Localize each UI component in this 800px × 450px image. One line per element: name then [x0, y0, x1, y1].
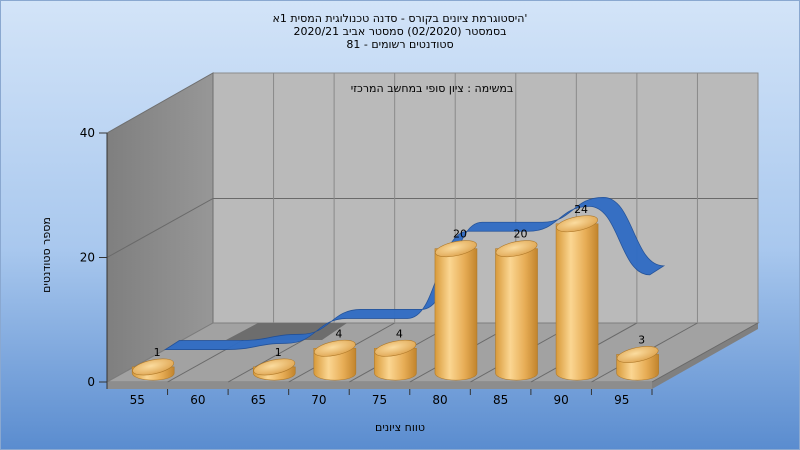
bar-value-label: 4 — [335, 327, 342, 340]
axes: 0 20 40 55 60 65 70 75 80 85 90 95 — [80, 126, 653, 407]
plot-annotation: במשימה : ציון סופי במחשב המרכזי — [351, 82, 514, 95]
plot-floor — [105, 322, 760, 383]
bar-value-label: 24 — [574, 203, 588, 216]
x-tick-label: 55 — [130, 393, 145, 407]
bar-cap — [313, 339, 356, 357]
y-axis-title: מספר סטודנטים — [40, 217, 53, 293]
chart-title-line-1: היסטוגרמת ציונים בקורס - סדנה טכנולוגית … — [273, 12, 528, 25]
bar-cap — [556, 215, 598, 233]
bar-value-label: 20 — [453, 228, 467, 241]
bar-series — [131, 215, 659, 381]
chart-title-line-2: בסמסטר (02/2020) סמסטר אביב 2020/21 — [293, 25, 506, 38]
bar-cap — [435, 240, 477, 258]
bar — [555, 215, 599, 381]
bar-cap — [253, 358, 296, 376]
bar-value-label: 20 — [514, 228, 528, 241]
bar-cap — [132, 358, 175, 376]
bar — [616, 346, 659, 381]
bar-body — [495, 248, 538, 381]
bar — [434, 240, 478, 381]
bar-value-label: 3 — [638, 333, 645, 346]
bar — [495, 240, 538, 381]
x-tick-label: 85 — [493, 393, 508, 407]
x-axis-title: טווח ציונים — [375, 421, 425, 434]
x-tick-label: 60 — [190, 393, 205, 407]
bar-cap — [495, 240, 538, 258]
plot-floor-front — [107, 382, 652, 389]
bar — [313, 339, 357, 381]
x-tick-label: 90 — [554, 393, 569, 407]
y-tick-label: 40 — [80, 126, 95, 140]
bar-value-label: 1 — [154, 346, 161, 359]
plot-floor-edge — [652, 323, 758, 389]
curve-series — [163, 196, 666, 350]
bar-body — [555, 223, 599, 381]
y-tick-label: 0 — [87, 375, 95, 389]
y-tick-label: 20 — [80, 251, 95, 265]
x-grid-line — [651, 322, 759, 383]
bar — [252, 358, 296, 381]
x-tick-label: 65 — [251, 393, 266, 407]
bar — [131, 358, 175, 381]
x-tick-label: 80 — [432, 393, 447, 407]
value-labels: 1 1 4 4 20 20 24 3 — [154, 203, 645, 359]
bar-value-label: 4 — [396, 327, 403, 340]
bar-value-label: 1 — [275, 346, 282, 359]
x-tick-label: 95 — [614, 393, 629, 407]
bar-cap — [616, 346, 659, 363]
x-tick-label: 75 — [372, 393, 387, 407]
chart-title-line-3: סטודנטים רשומים - 81 — [346, 38, 453, 51]
bar-body — [434, 248, 478, 381]
bar — [374, 339, 417, 381]
curve-ribbon — [163, 196, 666, 350]
floor-shadow-strip — [226, 323, 347, 340]
bar-cap — [374, 339, 417, 357]
x-tick-label: 70 — [311, 393, 326, 407]
